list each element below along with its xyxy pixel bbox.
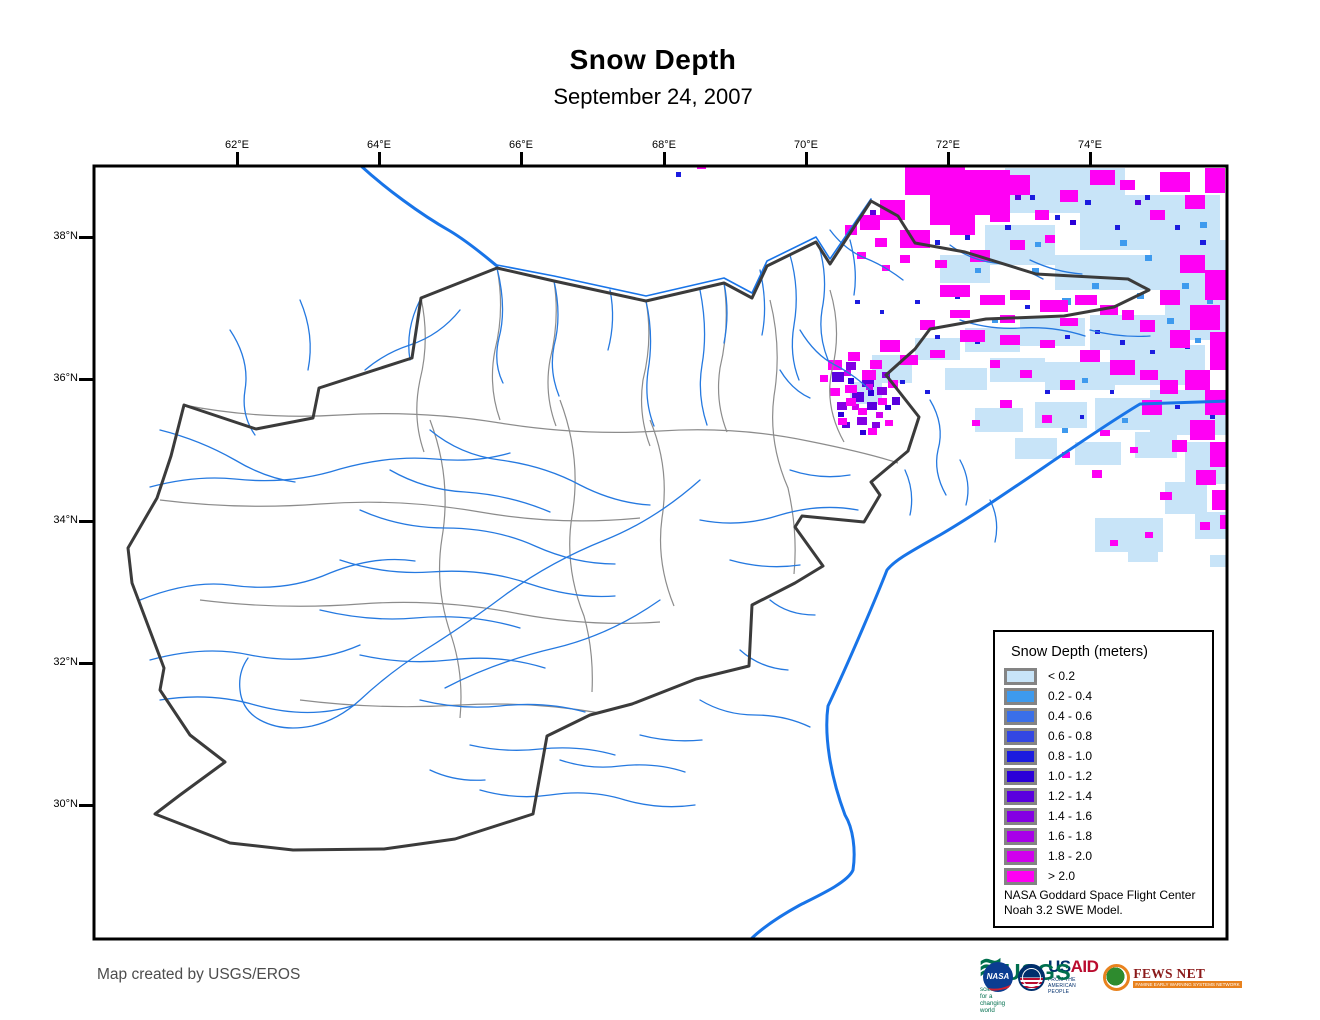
- longitude-label: 70°E: [794, 139, 818, 151]
- longitude-label: 66°E: [509, 139, 533, 151]
- afghanistan-border: [126, 199, 1151, 852]
- legend-class-label: 0.2 - 0.4: [1048, 689, 1093, 703]
- legend-class-row: 0.8 - 1.0: [1004, 746, 1092, 766]
- legend-swatch: [1004, 767, 1037, 785]
- longitude-label: 64°E: [367, 139, 391, 151]
- legend-class-row: 1.2 - 1.4: [1004, 786, 1092, 806]
- legend-class-row: 1.8 - 2.0: [1004, 846, 1092, 866]
- legend-class-label: 1.4 - 1.6: [1048, 809, 1093, 823]
- map-frame: [92, 164, 1229, 941]
- page-subtitle: September 24, 2007: [553, 84, 753, 109]
- longitude-label: 68°E: [652, 139, 676, 151]
- usaid-logo-text: USAID: [1048, 957, 1099, 976]
- logo-strip: ≋ USGS science for a changing world NASA…: [978, 953, 1242, 1014]
- legend-class-row: 0.2 - 0.4: [1004, 686, 1092, 706]
- legend-class-label: 1.2 - 1.4: [1048, 789, 1093, 803]
- legend-class-label: > 2.0: [1048, 869, 1076, 883]
- legend-swatch: [1004, 707, 1037, 725]
- usaid-logo: USAID FROM THE AMERICAN PEOPLE: [1018, 957, 1099, 995]
- longitude-tick: [805, 152, 808, 165]
- legend-source: NASA Goddard Space Flight Center Noah 3.…: [1004, 888, 1195, 918]
- nasa-logo-text: NASA: [986, 972, 1010, 981]
- legend-class-row: 1.6 - 1.8: [1004, 826, 1092, 846]
- nasa-swoosh-icon: [983, 966, 1013, 992]
- longitude-label: 62°E: [225, 139, 249, 151]
- major-rivers: [358, 166, 1226, 938]
- legend-class-row: < 0.2: [1004, 666, 1092, 686]
- amu-darya-river: [358, 166, 499, 268]
- longitude-tick: [1089, 152, 1092, 165]
- fews-globe-icon: [1103, 963, 1131, 991]
- longitude-tick: [378, 152, 381, 165]
- panj-river: [496, 198, 872, 297]
- legend-class-row: > 2.0: [1004, 866, 1092, 886]
- legend-class-row: 0.6 - 0.8: [1004, 726, 1092, 746]
- legend-swatch: [1004, 847, 1037, 865]
- latitude-label: 34°N: [53, 514, 78, 526]
- latitude-tick: [79, 520, 93, 523]
- latitude-tick: [79, 804, 93, 807]
- fews-net-logo: FEWS NET FAMINE EARLY WARNING SYSTEMS NE…: [1103, 963, 1242, 991]
- legend-class-label: 1.6 - 1.8: [1048, 829, 1093, 843]
- legend: Snow Depth (meters) < 0.2 0.2 - 0.4 0.4 - …: [993, 630, 1214, 928]
- legend-swatch: [1004, 787, 1037, 805]
- latitude-tick: [79, 662, 93, 665]
- legend-swatch: [1004, 727, 1037, 745]
- legend-class-row: 1.4 - 1.6: [1004, 806, 1092, 826]
- longitude-tick: [236, 152, 239, 165]
- map-credit: Map created by USGS/EROS: [97, 966, 301, 983]
- legend-swatch: [1004, 687, 1037, 705]
- legend-class-label: 0.6 - 0.8: [1048, 729, 1093, 743]
- legend-class-label: 1.8 - 2.0: [1048, 849, 1093, 863]
- legend-title: Snow Depth (meters): [1011, 644, 1148, 660]
- legend-class-row: 0.4 - 0.6: [1004, 706, 1092, 726]
- longitude-tick: [947, 152, 950, 165]
- latitude-label: 32°N: [53, 656, 78, 668]
- legend-class-row: 1.0 - 1.2: [1004, 766, 1092, 786]
- legend-classes: < 0.2 0.2 - 0.4 0.4 - 0.6 0.6 - 0.8 0.8 - 1.…: [1004, 666, 1092, 886]
- snow-raster-layer: [676, 166, 1226, 567]
- legend-swatch: [1004, 807, 1037, 825]
- legend-swatch: [1004, 747, 1037, 765]
- latitude-label: 36°N: [53, 372, 78, 384]
- legend-swatch: [1004, 667, 1037, 685]
- legend-swatch: [1004, 827, 1037, 845]
- latitude-tick: [79, 378, 93, 381]
- legend-source-line2: Noah 3.2 SWE Model.: [1004, 903, 1123, 917]
- latitude-label: 38°N: [53, 230, 78, 242]
- latitude-tick: [79, 236, 93, 239]
- legend-swatch: [1004, 867, 1037, 885]
- legend-class-label: 0.8 - 1.0: [1048, 749, 1093, 763]
- fews-net-tagline: FAMINE EARLY WARNING SYSTEMS NETWORK: [1133, 980, 1242, 988]
- fews-net-logo-text: FEWS NET: [1133, 965, 1206, 981]
- indus-river: [749, 399, 1226, 938]
- longitude-tick: [520, 152, 523, 165]
- province-boundaries: [159, 267, 899, 719]
- legend-class-label: < 0.2: [1048, 669, 1076, 683]
- longitude-label: 72°E: [936, 139, 960, 151]
- page-title: Snow Depth: [569, 44, 737, 75]
- longitude-label: 74°E: [1078, 139, 1102, 151]
- nasa-logo: NASA: [983, 962, 1013, 992]
- legend-class-label: 0.4 - 0.6: [1048, 709, 1093, 723]
- latitude-label: 30°N: [53, 798, 78, 810]
- rivers-layer: [139, 229, 1151, 808]
- legend-source-line1: NASA Goddard Space Flight Center: [1004, 888, 1196, 902]
- longitude-tick: [663, 152, 666, 165]
- usaid-emblem-icon: [1018, 963, 1045, 991]
- legend-class-label: 1.0 - 1.2: [1048, 769, 1093, 783]
- usaid-tagline: FROM THE AMERICAN PEOPLE: [1048, 977, 1076, 995]
